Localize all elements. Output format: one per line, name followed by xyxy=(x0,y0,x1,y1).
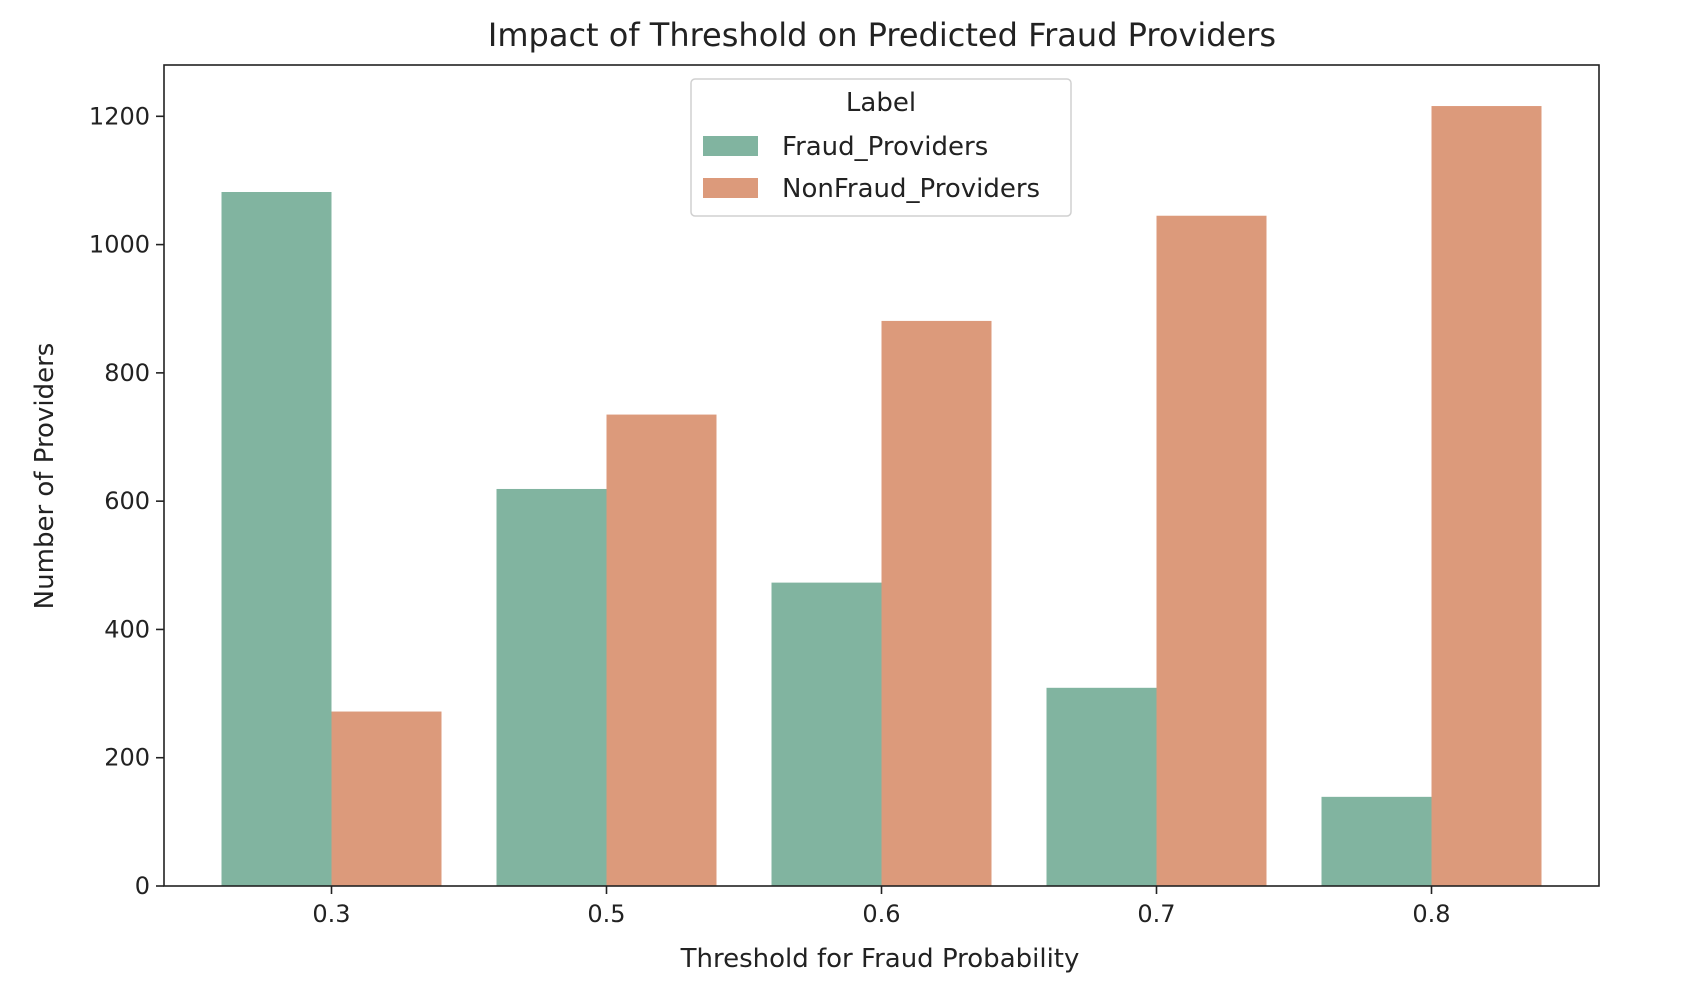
x-axis-title: Threshold for Fraud Probability xyxy=(680,944,1080,974)
x-tick-label: 0.8 xyxy=(1412,900,1450,928)
legend-box xyxy=(690,78,1072,217)
bar-nonfraud-providers-0-8 xyxy=(1431,106,1542,887)
x-tick-label: 0.6 xyxy=(862,900,900,928)
x-tick-label: 0.3 xyxy=(312,900,350,928)
y-tick-label: 0 xyxy=(135,872,150,900)
y-tick-label: 1200 xyxy=(89,102,150,130)
bar-fraud-providers-0-7 xyxy=(1046,687,1157,886)
y-axis-title: Number of Providers xyxy=(30,343,60,610)
y-tick-label: 400 xyxy=(104,615,150,643)
bar-fraud-providers-0-5 xyxy=(496,488,607,886)
y-axis: 0 200 400 600 800 1000 1200 xyxy=(89,102,164,900)
chart-title: Impact of Threshold on Predicted Fraud P… xyxy=(488,16,1276,54)
y-tick-label: 600 xyxy=(104,487,150,515)
bar-nonfraud-providers-0-6 xyxy=(881,320,992,886)
bar-fraud-providers-0-8 xyxy=(1321,796,1432,886)
bar-fraud-providers-0-3 xyxy=(221,191,332,887)
x-tick-label: 0.5 xyxy=(587,900,625,928)
bar-nonfraud-providers-0-3 xyxy=(331,711,442,886)
y-tick-label: 800 xyxy=(104,359,150,387)
y-tick-label: 200 xyxy=(104,744,150,772)
x-tick-label: 0.7 xyxy=(1137,900,1175,928)
legend-title: Label xyxy=(846,88,916,118)
bar-nonfraud-providers-0-7 xyxy=(1156,215,1267,886)
legend-label-nonfraud-providers: NonFraud_Providers xyxy=(782,174,1040,204)
legend-swatch-fraud-providers xyxy=(703,136,758,156)
x-axis: 0.3 0.5 0.6 0.7 0.8 xyxy=(312,886,1451,928)
legend: Label Fraud_Providers NonFraud_Providers xyxy=(690,78,1072,217)
legend-swatch-nonfraud-providers xyxy=(703,178,758,198)
bar-nonfraud-providers-0-5 xyxy=(606,414,717,886)
legend-label-fraud-providers: Fraud_Providers xyxy=(782,132,988,162)
bar-fraud-providers-0-6 xyxy=(771,582,882,886)
bars-group xyxy=(221,106,1542,887)
y-tick-label: 1000 xyxy=(89,231,150,259)
